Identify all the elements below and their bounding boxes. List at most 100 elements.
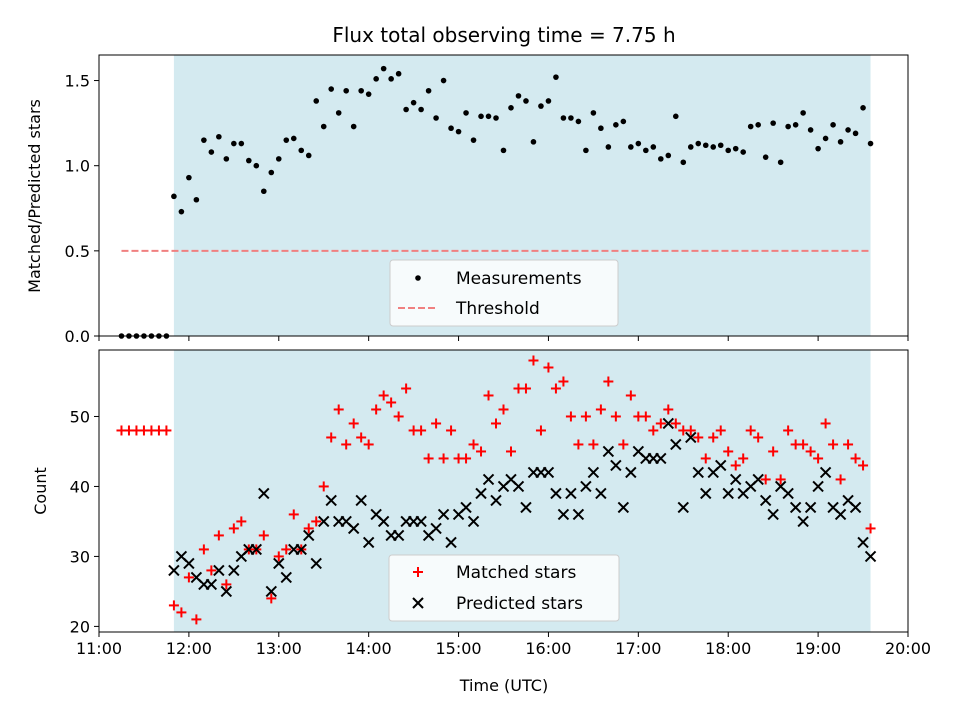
matched-stars-point: [371, 404, 382, 415]
matched-stars-point: [610, 411, 621, 422]
measurement-point: [710, 144, 717, 150]
matched-stars-point: [565, 411, 576, 422]
matched-stars-point: [850, 453, 861, 464]
predicted-stars-point: [819, 466, 832, 479]
matched-stars-point: [236, 516, 247, 527]
matched-stars-point: [333, 404, 344, 415]
predicted-stars-point: [602, 445, 615, 458]
measurement-point: [523, 98, 529, 104]
matched-stars-point: [828, 439, 839, 450]
matched-stars-point: [483, 390, 494, 401]
measurement-point: [403, 106, 409, 113]
matched-stars-point: [273, 551, 284, 562]
measurement-point: [815, 145, 821, 152]
predicted-stars-point: [318, 515, 330, 528]
measurement-point: [290, 135, 297, 142]
time-axis-label: Time (UTC): [459, 676, 548, 695]
measurement-point: [785, 123, 791, 130]
measurement-point: [418, 106, 424, 113]
measurement-point: [508, 104, 514, 111]
measurement-point: [830, 122, 836, 128]
measurement-point: [837, 139, 844, 145]
matched-stars-point: [303, 523, 314, 534]
matched-stars-point: [723, 446, 734, 457]
x-tick-label: 11:00: [76, 639, 122, 658]
matched-stars-point: [693, 432, 704, 443]
measurement-point: [628, 144, 634, 150]
measurement-point: [433, 115, 439, 121]
predicted-stars-point: [228, 564, 240, 577]
measurement-point: [500, 147, 507, 154]
predicted-stars-point: [767, 508, 779, 521]
matched-stars-point: [663, 404, 674, 415]
matched-stars-point: [835, 474, 846, 485]
matched-stars-point: [550, 383, 561, 394]
predicted-stars-point: [445, 536, 457, 549]
matched-stars-point: [588, 439, 599, 450]
matched-stars-point: [266, 593, 277, 604]
matched-stars-point: [820, 418, 831, 429]
matched-stars-point: [760, 474, 771, 485]
legend-threshold-label: Threshold: [455, 299, 540, 319]
measurement-point: [193, 196, 200, 203]
matched-stars-point: [446, 425, 457, 436]
measurement-point: [605, 144, 612, 150]
predicted-stars-point: [625, 466, 637, 479]
measurement-point: [822, 135, 829, 142]
predicted-stars-point: [280, 571, 292, 584]
measurement-point: [493, 115, 499, 121]
predicted-stars-point: [437, 508, 450, 521]
matched-stars-point: [363, 439, 374, 450]
measurement-point: [380, 65, 387, 72]
predicted-stars-point: [565, 487, 577, 500]
ratio-panel-frame: [98, 54, 909, 337]
y-tick-label: 1.0: [65, 157, 90, 176]
predicted-stars-point: [782, 487, 794, 500]
measurement-point: [358, 87, 364, 94]
measurement-point: [845, 127, 851, 133]
matched-stars-point: [191, 614, 202, 625]
measurement-point: [568, 115, 574, 121]
matched-stars-point: [768, 446, 779, 457]
matched-stars-point: [378, 390, 389, 401]
measurement-point: [732, 145, 739, 152]
matched-stars-point: [805, 446, 816, 457]
matched-stars-point: [318, 481, 329, 492]
matched-stars-point: [753, 432, 764, 443]
predicted-stars-point: [617, 501, 630, 514]
measurement-point: [867, 140, 874, 147]
predicted-stars-point: [250, 543, 263, 556]
measurement-point: [538, 103, 544, 109]
matched-stars-point: [476, 446, 487, 457]
measurement-point: [807, 127, 814, 133]
count-panel-frame: [98, 349, 909, 633]
predicted-stars-point: [355, 494, 367, 507]
measurement-point: [560, 115, 567, 121]
matched-stars-point: [798, 439, 809, 450]
predicted-stars-point: [610, 459, 622, 472]
legend-predicted-label: Predicted stars: [456, 594, 583, 614]
matched-stars-point: [416, 425, 427, 436]
y-tick-label: 0.0: [65, 327, 90, 346]
matched-stars-point: [625, 390, 636, 401]
matched-stars-point: [738, 453, 749, 464]
legend-measurements-marker: [415, 275, 421, 281]
predicted-stars-point: [700, 487, 712, 500]
predicted-stars-point: [752, 473, 764, 486]
matched-stars-point: [468, 439, 479, 450]
matched-stars-point: [161, 425, 172, 436]
measurement-point: [395, 70, 402, 77]
matched-stars-point: [326, 432, 337, 443]
matched-stars-point: [281, 544, 292, 555]
y-tick-label: 40: [70, 477, 90, 496]
predicted-stars-point: [557, 508, 570, 521]
measurement-point: [755, 122, 761, 128]
matched-stars-point: [228, 523, 239, 534]
ratio-legend: Measurements Threshold: [389, 259, 619, 327]
matched-stars-point: [213, 530, 224, 541]
predicted-stars-point: [520, 501, 532, 514]
measurement-point: [343, 87, 349, 94]
predicted-stars-point: [460, 501, 472, 514]
measurement-point: [613, 122, 619, 128]
